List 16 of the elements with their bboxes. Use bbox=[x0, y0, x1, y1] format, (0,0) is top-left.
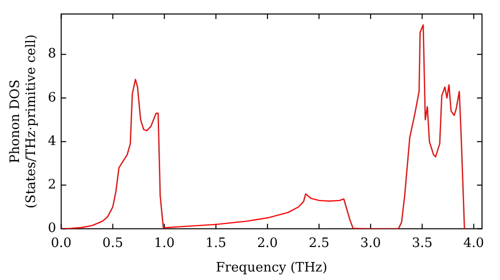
y-tick-label: 2 bbox=[48, 178, 56, 193]
x-tick-label: 4.0 bbox=[463, 236, 484, 251]
y-tick-label: 0 bbox=[48, 221, 56, 236]
x-axis-title: Frequency (THz) bbox=[216, 260, 328, 276]
x-tick-label: 2.0 bbox=[257, 236, 278, 251]
y-tick-label: 8 bbox=[48, 46, 56, 62]
x-tick-label: 0.5 bbox=[102, 236, 124, 251]
x-tick-label: 2.5 bbox=[308, 236, 330, 251]
x-tick-label: 1.5 bbox=[206, 236, 226, 251]
x-tick-label: 3.0 bbox=[360, 236, 381, 251]
y-axis-title: Phonon DOS (States/THz·primitive cell) bbox=[8, 34, 39, 208]
x-tick-label: 3.5 bbox=[412, 236, 433, 251]
y-tick-label: 4 bbox=[48, 134, 56, 149]
x-tick-label: 0.0 bbox=[50, 236, 72, 251]
y-tick-label: 6 bbox=[48, 90, 56, 106]
x-tick-label: 1.0 bbox=[154, 236, 175, 251]
